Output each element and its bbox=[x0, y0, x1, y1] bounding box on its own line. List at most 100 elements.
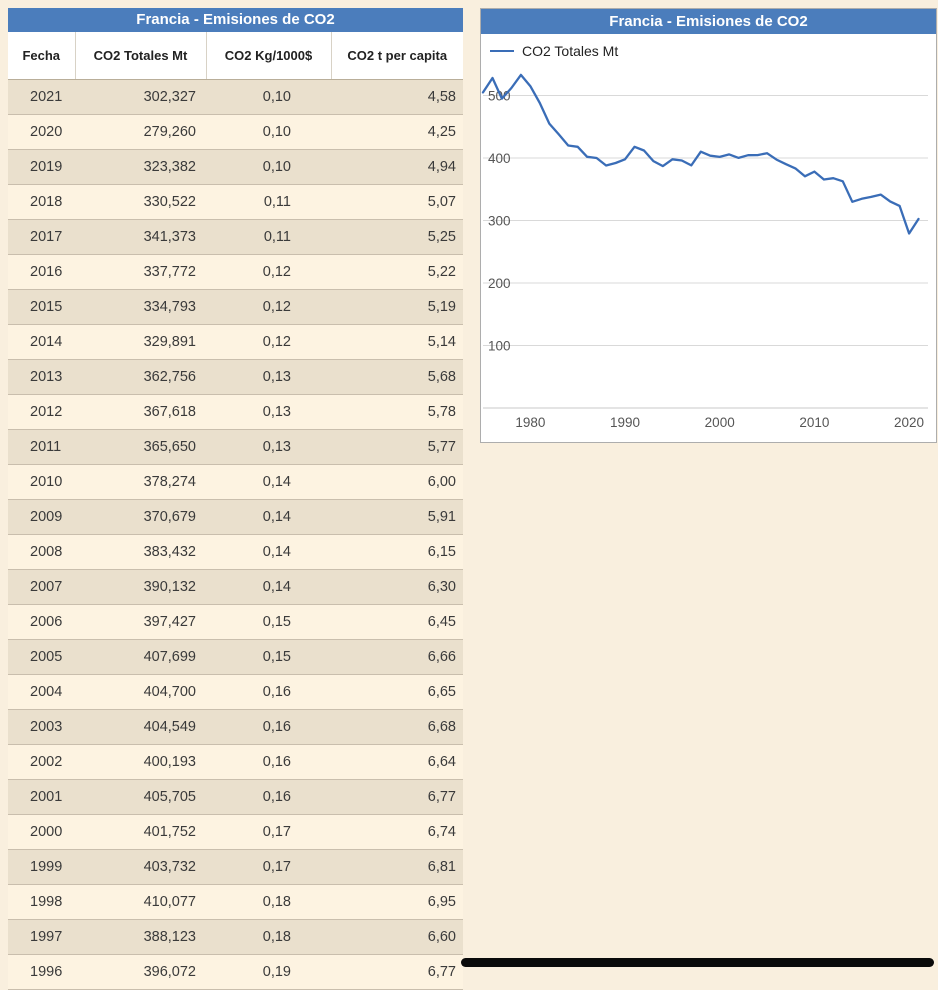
cell-co2-kg: 0,17 bbox=[206, 849, 331, 885]
cell-co2-kg: 0,10 bbox=[206, 149, 331, 185]
cell-co2-totales: 405,705 bbox=[75, 779, 206, 815]
cell-co2-kg: 0,16 bbox=[206, 674, 331, 710]
svg-text:400: 400 bbox=[488, 151, 511, 166]
svg-text:2010: 2010 bbox=[799, 415, 829, 430]
cell-co2-kg: 0,19 bbox=[206, 954, 331, 990]
cell-co2-totales: 404,549 bbox=[75, 709, 206, 745]
cell-co2-per-capita: 6,45 bbox=[331, 604, 463, 640]
cell-fecha: 1997 bbox=[8, 919, 75, 955]
cell-co2-kg: 0,10 bbox=[206, 114, 331, 150]
cell-fecha: 1996 bbox=[8, 954, 75, 990]
table-row: 2006 397,427 0,15 6,45 bbox=[8, 604, 463, 640]
table-row: 2013 362,756 0,13 5,68 bbox=[8, 359, 463, 395]
chart-title: Francia - Emisiones de CO2 bbox=[481, 9, 936, 34]
cell-fecha: 2011 bbox=[8, 429, 75, 465]
cell-co2-totales: 362,756 bbox=[75, 359, 206, 395]
table-row: 2008 383,432 0,14 6,15 bbox=[8, 534, 463, 570]
cell-co2-per-capita: 6,64 bbox=[331, 744, 463, 780]
co2-line-chart: 100 200 300 400 500 1980 1990 2000 2010 2020 bbox=[481, 73, 928, 430]
cell-co2-per-capita: 5,77 bbox=[331, 429, 463, 465]
cell-co2-per-capita: 5,78 bbox=[331, 394, 463, 430]
svg-text:300: 300 bbox=[488, 214, 511, 229]
svg-text:1980: 1980 bbox=[515, 415, 545, 430]
cell-fecha: 2012 bbox=[8, 394, 75, 430]
table-row: 2019 323,382 0,10 4,94 bbox=[8, 149, 463, 185]
cell-co2-per-capita: 6,74 bbox=[331, 814, 463, 850]
table-title: Francia - Emisiones de CO2 bbox=[8, 8, 463, 32]
column-header-fecha: Fecha bbox=[8, 32, 76, 80]
table-row: 2004 404,700 0,16 6,65 bbox=[8, 674, 463, 710]
cell-co2-kg: 0,12 bbox=[206, 324, 331, 360]
table-row: 2007 390,132 0,14 6,30 bbox=[8, 569, 463, 605]
table-row: 2010 378,274 0,14 6,00 bbox=[8, 464, 463, 500]
column-header-co2-kg: CO2 Kg/1000$ bbox=[206, 32, 332, 80]
cell-fecha: 2018 bbox=[8, 184, 75, 220]
table-row: 2003 404,549 0,16 6,68 bbox=[8, 709, 463, 745]
cell-co2-per-capita: 5,25 bbox=[331, 219, 463, 255]
table-row: 2009 370,679 0,14 5,91 bbox=[8, 499, 463, 535]
cell-co2-totales: 396,072 bbox=[75, 954, 206, 990]
cell-co2-per-capita: 5,91 bbox=[331, 499, 463, 535]
chart-body: CO2 Totales Mt 100 200 300 400 500 1980 1990 20… bbox=[481, 34, 936, 442]
cell-co2-per-capita: 6,00 bbox=[331, 464, 463, 500]
table-row: 1998 410,077 0,18 6,95 bbox=[8, 884, 463, 920]
cell-co2-kg: 0,16 bbox=[206, 779, 331, 815]
cell-co2-per-capita: 6,60 bbox=[331, 919, 463, 955]
cell-co2-kg: 0,11 bbox=[206, 219, 331, 255]
cell-fecha: 2014 bbox=[8, 324, 75, 360]
cell-co2-kg: 0,16 bbox=[206, 709, 331, 745]
table-row: 2000 401,752 0,17 6,74 bbox=[8, 814, 463, 850]
cell-fecha: 2000 bbox=[8, 814, 75, 850]
cell-co2-per-capita: 5,19 bbox=[331, 289, 463, 325]
cell-fecha: 2013 bbox=[8, 359, 75, 395]
cell-co2-kg: 0,14 bbox=[206, 499, 331, 535]
cell-co2-totales: 329,891 bbox=[75, 324, 206, 360]
cell-co2-per-capita: 6,68 bbox=[331, 709, 463, 745]
svg-text:2000: 2000 bbox=[705, 415, 735, 430]
cell-fecha: 2008 bbox=[8, 534, 75, 570]
cell-fecha: 2017 bbox=[8, 219, 75, 255]
cell-co2-per-capita: 6,15 bbox=[331, 534, 463, 570]
table-row: 2005 407,699 0,15 6,66 bbox=[8, 639, 463, 675]
table-row: 2020 279,260 0,10 4,25 bbox=[8, 114, 463, 150]
cell-co2-kg: 0,14 bbox=[206, 534, 331, 570]
cell-co2-per-capita: 6,65 bbox=[331, 674, 463, 710]
cell-co2-totales: 407,699 bbox=[75, 639, 206, 675]
cell-fecha: 2019 bbox=[8, 149, 75, 185]
cell-co2-totales: 341,373 bbox=[75, 219, 206, 255]
svg-text:500: 500 bbox=[488, 89, 511, 104]
cell-fecha: 2010 bbox=[8, 464, 75, 500]
cell-co2-totales: 365,650 bbox=[75, 429, 206, 465]
legend-line-swatch bbox=[490, 50, 514, 52]
cell-co2-kg: 0,12 bbox=[206, 289, 331, 325]
co2-table-body: 2021 302,327 0,10 4,58 2020 279,260 0,10 4,25 20… bbox=[8, 79, 463, 990]
cell-co2-totales: 400,193 bbox=[75, 744, 206, 780]
horizontal-scrollbar-thumb[interactable] bbox=[461, 958, 934, 967]
cell-co2-kg: 0,13 bbox=[206, 359, 331, 395]
cell-co2-kg: 0,18 bbox=[206, 884, 331, 920]
cell-co2-per-capita: 4,58 bbox=[331, 79, 463, 115]
cell-co2-kg: 0,17 bbox=[206, 814, 331, 850]
cell-fecha: 2007 bbox=[8, 569, 75, 605]
cell-co2-per-capita: 6,81 bbox=[331, 849, 463, 885]
table-row: 1996 396,072 0,19 6,77 bbox=[8, 954, 463, 990]
cell-co2-per-capita: 6,66 bbox=[331, 639, 463, 675]
cell-co2-totales: 383,432 bbox=[75, 534, 206, 570]
cell-co2-per-capita: 6,77 bbox=[331, 954, 463, 990]
cell-co2-totales: 397,427 bbox=[75, 604, 206, 640]
cell-co2-per-capita: 6,77 bbox=[331, 779, 463, 815]
table-row: 2021 302,327 0,10 4,58 bbox=[8, 79, 463, 115]
cell-co2-kg: 0,13 bbox=[206, 429, 331, 465]
cell-fecha: 1998 bbox=[8, 884, 75, 920]
cell-co2-per-capita: 5,07 bbox=[331, 184, 463, 220]
table-row: 2002 400,193 0,16 6,64 bbox=[8, 744, 463, 780]
co2-table: Fecha CO2 Totales Mt CO2 Kg/1000$ CO2 t … bbox=[8, 32, 463, 990]
table-header: Fecha CO2 Totales Mt CO2 Kg/1000$ CO2 t … bbox=[8, 32, 463, 80]
legend-label: CO2 Totales Mt bbox=[522, 43, 619, 59]
cell-fecha: 2021 bbox=[8, 79, 75, 115]
cell-fecha: 2005 bbox=[8, 639, 75, 675]
cell-fecha: 2004 bbox=[8, 674, 75, 710]
cell-co2-kg: 0,15 bbox=[206, 639, 331, 675]
cell-fecha: 2003 bbox=[8, 709, 75, 745]
table-row: 1997 388,123 0,18 6,60 bbox=[8, 919, 463, 955]
